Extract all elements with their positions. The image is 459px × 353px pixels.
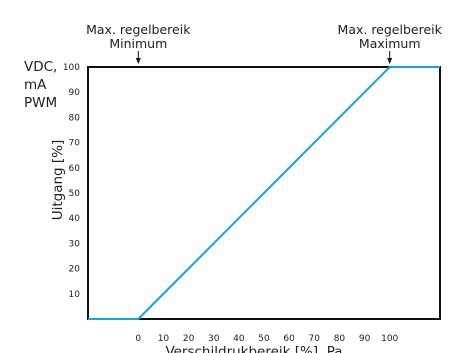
- plot-frame: [87, 66, 441, 320]
- annotation-arrow-head: [387, 58, 393, 64]
- x-tick-label: 30: [208, 334, 220, 344]
- y-tick-label: 50: [69, 189, 81, 199]
- x-tick-label: 50: [258, 334, 270, 344]
- x-tick-label: 60: [283, 334, 295, 344]
- y-tick-label: 40: [69, 214, 81, 224]
- x-axis-label: Verschildrukbereik [%], Pa: [165, 344, 342, 353]
- x-tick-label: 80: [334, 334, 346, 344]
- y-unit-label-pwm: PWM: [24, 95, 57, 111]
- annotation-text: Minimum: [109, 36, 167, 51]
- x-tick-label: 20: [183, 334, 195, 344]
- annotation-text: Max. regelbereik: [338, 22, 443, 37]
- y-tick-label: 60: [69, 164, 81, 174]
- y-tick-label: 90: [69, 88, 81, 98]
- x-tick-label: 10: [158, 334, 170, 344]
- x-tick-label: 70: [309, 334, 321, 344]
- annotation-arrow-head: [135, 58, 141, 64]
- series-line: [88, 66, 440, 320]
- y-tick-labels: 10 20 30 40 50 60 70 80 90 100: [63, 63, 80, 300]
- y-tick-label: 80: [69, 113, 81, 123]
- y-unit-label-vdc: VDC,: [24, 59, 57, 75]
- x-tick-label: 100: [381, 334, 398, 344]
- y-tick-label: 20: [69, 265, 81, 275]
- series-group: [88, 66, 440, 320]
- y-unit-label-ma: mA: [24, 77, 47, 93]
- annotation-text: Max. regelbereik: [86, 22, 191, 37]
- y-axis-label: Uitgang [%]: [50, 140, 66, 221]
- annotation-text: Maximum: [359, 36, 421, 51]
- y-tick-label: 10: [69, 290, 81, 300]
- y-tick-label: 70: [69, 139, 81, 149]
- y-tick-label: 30: [69, 239, 81, 249]
- x-tick-label: 0: [135, 334, 141, 344]
- x-tick-label: 90: [359, 334, 371, 344]
- x-tick-labels: 0 10 20 30 40 50 60 70 80 90 100: [135, 334, 398, 344]
- x-tick-label: 40: [233, 334, 245, 344]
- y-tick-label: 100: [63, 63, 80, 73]
